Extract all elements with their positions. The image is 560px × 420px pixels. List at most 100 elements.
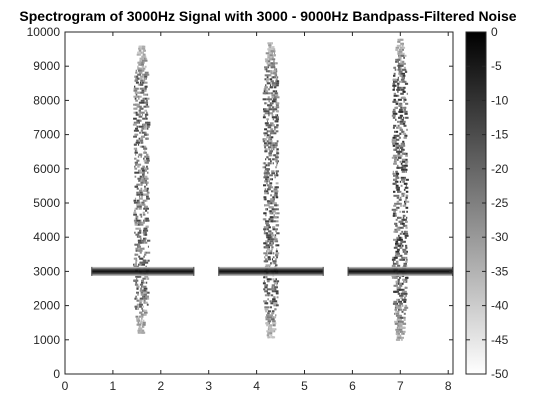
noise-cell [405, 220, 407, 223]
noise-cell [269, 154, 272, 157]
noise-cell [402, 44, 404, 47]
noise-cell [398, 82, 400, 85]
noise-cell [139, 257, 143, 260]
noise-cell [142, 87, 146, 90]
noise-cell [144, 301, 148, 304]
noise-cell [393, 204, 397, 207]
noise-cell [268, 98, 273, 101]
noise-cell [272, 228, 275, 231]
noise-cell [270, 198, 274, 201]
noise-cell [264, 150, 267, 153]
noise-cell [400, 68, 402, 71]
noise-cell [399, 232, 402, 235]
noise-cell [269, 144, 273, 147]
noise-cell [139, 87, 144, 90]
noise-cell [144, 251, 146, 254]
noise-cell [265, 132, 268, 135]
noise-cell [137, 177, 141, 180]
noise-cell [397, 334, 401, 337]
noise-cell [392, 142, 395, 145]
noise-cell [146, 153, 149, 156]
noise-cell [398, 62, 401, 65]
noise-cell [142, 55, 146, 58]
noise-cell [264, 146, 266, 149]
noise-cell [395, 244, 399, 247]
noise-cell [270, 200, 275, 203]
noise-cell [133, 135, 137, 138]
noise-cell [403, 166, 407, 169]
noise-cell [401, 282, 404, 285]
noise-cell [396, 82, 399, 85]
noise-cell [269, 112, 272, 115]
noise-cell [403, 230, 406, 233]
noise-cell [265, 240, 269, 243]
noise-cell [139, 301, 142, 304]
noise-cell [139, 261, 143, 264]
noise-cell [147, 211, 149, 214]
noise-cell [267, 162, 272, 165]
noise-cell [136, 193, 141, 196]
noise-cell [264, 92, 269, 95]
noise-cell [138, 179, 140, 182]
noise-cell [142, 49, 145, 52]
noise-cell [397, 40, 400, 43]
noise-cell [265, 150, 268, 153]
noise-cell [271, 130, 275, 133]
noise-cell [392, 110, 396, 113]
noise-cell [271, 300, 275, 303]
noise-cell [135, 295, 137, 298]
noise-cell [264, 66, 268, 69]
tone-band [91, 270, 195, 272]
noise-cell [135, 81, 139, 84]
noise-cell [138, 69, 140, 72]
noise-cell [263, 242, 267, 245]
noise-cell [403, 66, 406, 69]
noise-cell [136, 125, 139, 128]
noise-cell [400, 44, 402, 47]
noise-cell [399, 132, 402, 135]
tone-segment [91, 266, 195, 276]
noise-cell [142, 277, 146, 280]
noise-cell [144, 227, 146, 230]
noise-cell [139, 229, 142, 232]
tone-band [347, 272, 453, 274]
noise-cell [400, 54, 405, 57]
noise-cell [140, 291, 144, 294]
noise-cell [143, 323, 146, 326]
noise-cell [138, 49, 141, 52]
noise-cell [397, 98, 402, 101]
noise-cell [138, 63, 142, 66]
noise-cell [141, 201, 144, 204]
noise-cell [264, 148, 268, 151]
noise-cell [392, 136, 396, 139]
noise-cell [143, 151, 145, 154]
noise-cell [140, 181, 145, 184]
noise-cell [394, 308, 397, 311]
noise-cell [275, 170, 279, 173]
noise-cell [274, 142, 278, 145]
noise-cell [135, 249, 137, 252]
noise-cell [398, 234, 400, 237]
noise-cell [138, 255, 140, 258]
x-tick-label: 3 [205, 379, 212, 393]
noise-cell [264, 112, 268, 115]
noise-cell [271, 284, 276, 287]
noise-cell [264, 78, 268, 81]
noise-cell [402, 216, 405, 219]
tone-band [347, 271, 453, 273]
noise-cell [266, 200, 271, 203]
noise-cell [397, 310, 400, 313]
noise-cell [404, 198, 408, 201]
noise-cell [400, 142, 403, 145]
noise-cell [134, 243, 136, 246]
noise-cell [272, 90, 276, 93]
noise-cell [264, 170, 268, 173]
noise-cell [262, 98, 267, 101]
noise-cell [138, 125, 143, 128]
noise-cell [264, 190, 266, 193]
noise-cell [270, 50, 275, 53]
noise-cell [393, 80, 398, 83]
noise-cell [397, 158, 399, 161]
noise-cell [402, 54, 407, 57]
noise-cell [405, 184, 407, 187]
